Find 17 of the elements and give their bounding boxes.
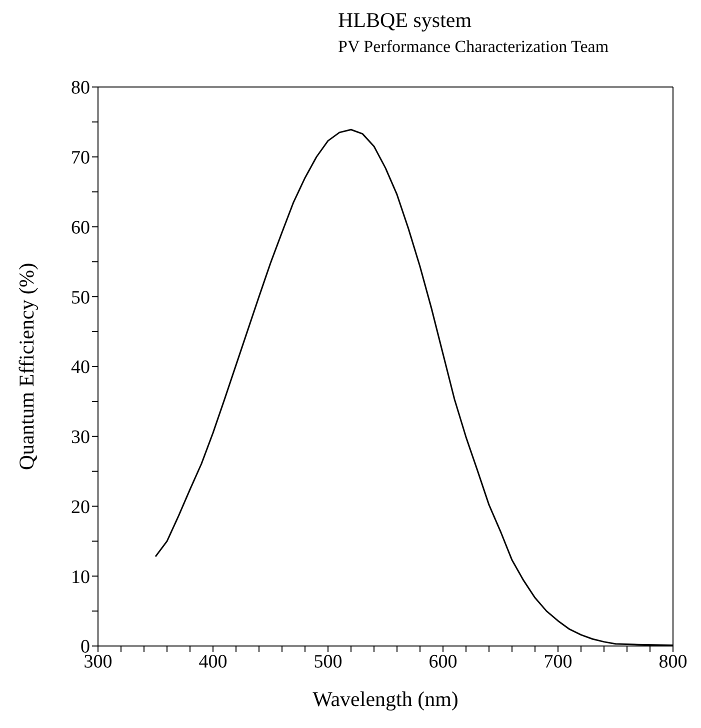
x-axis-title: Wavelength (nm) bbox=[312, 687, 458, 711]
y-tick-label: 50 bbox=[71, 287, 90, 308]
y-tick-label: 80 bbox=[71, 78, 90, 99]
y-axis-title: Quantum Efficiency (%) bbox=[14, 262, 38, 470]
x-tick-label: 800 bbox=[658, 651, 688, 672]
x-tick-label: 600 bbox=[428, 651, 458, 672]
y-tick-label: 20 bbox=[71, 496, 90, 518]
y-tick-label: 60 bbox=[71, 217, 90, 238]
chart-title: HLBQE system bbox=[338, 8, 473, 33]
x-tick-label: 400 bbox=[198, 651, 228, 672]
y-tick-label: 10 bbox=[71, 566, 90, 588]
y-tick-label: 30 bbox=[71, 427, 90, 448]
chart-subtitle: PV Performance Characterization Team bbox=[338, 37, 610, 57]
y-tick-label: 70 bbox=[71, 148, 90, 169]
y-tick-label: 40 bbox=[71, 357, 90, 378]
x-tick-label: 700 bbox=[544, 651, 572, 672]
x-tick-label: 500 bbox=[314, 651, 342, 672]
